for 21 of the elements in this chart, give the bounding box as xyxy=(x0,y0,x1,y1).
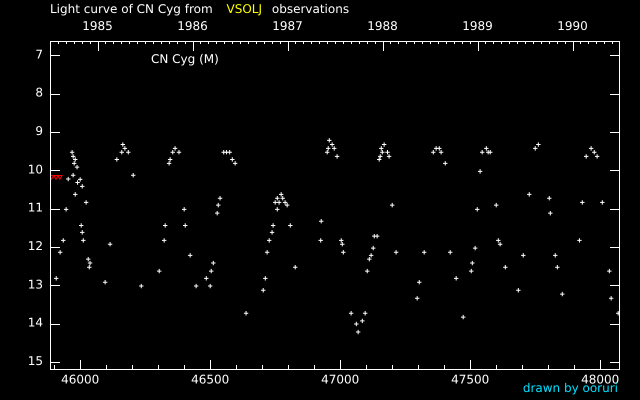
x-tick-label: 46500 xyxy=(191,372,230,386)
x2-tick-label: 1990 xyxy=(557,18,588,33)
x2-tick-label: 1986 xyxy=(177,18,208,33)
x2-tick-label: 1985 xyxy=(82,18,113,33)
y-tick-label: 15 xyxy=(28,354,43,368)
y-tick-label: 12 xyxy=(28,239,43,254)
x2-tick-label: 1989 xyxy=(462,18,493,33)
x-tick-label: 47500 xyxy=(451,372,490,386)
y-tick-label: 8 xyxy=(35,86,43,100)
x2-tick-label: 1987 xyxy=(272,18,303,33)
y-tick-label: 14 xyxy=(28,316,43,330)
annotation: CN Cyg (M) xyxy=(151,52,219,66)
x-tick-label: 47000 xyxy=(321,372,360,386)
x2-tick-label: 1988 xyxy=(367,18,398,33)
chart-title: Light curve of CN Cyg from VSOLJ observations xyxy=(50,2,350,16)
y-tick-label: 13 xyxy=(28,277,43,292)
y-tick-label: 10 xyxy=(28,162,43,176)
y-tick-label: 7 xyxy=(35,47,43,62)
x-tick-label: 46000 xyxy=(61,372,100,386)
y-tick-label: 11 xyxy=(28,200,43,215)
y-tick-label: 9 xyxy=(35,124,43,138)
